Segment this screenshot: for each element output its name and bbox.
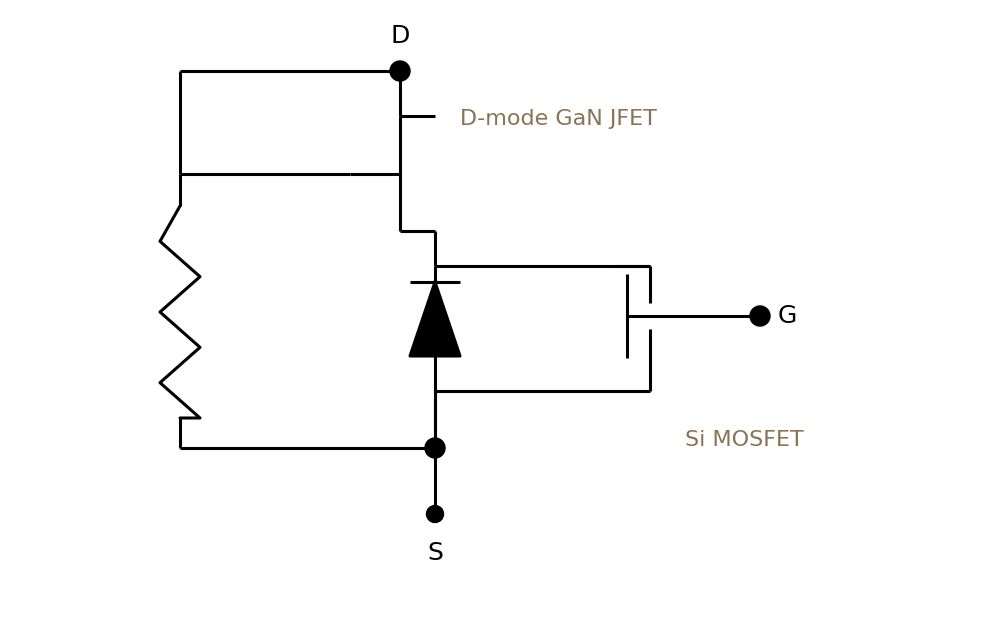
Circle shape [426, 506, 444, 523]
Circle shape [425, 438, 445, 458]
Circle shape [390, 61, 410, 81]
Text: D-mode GaN JFET: D-mode GaN JFET [460, 109, 657, 129]
Text: Si MOSFET: Si MOSFET [685, 430, 804, 450]
Text: D: D [390, 24, 410, 48]
Text: G: G [778, 304, 797, 328]
Circle shape [750, 306, 770, 326]
Polygon shape [410, 282, 460, 356]
Text: S: S [427, 541, 443, 565]
